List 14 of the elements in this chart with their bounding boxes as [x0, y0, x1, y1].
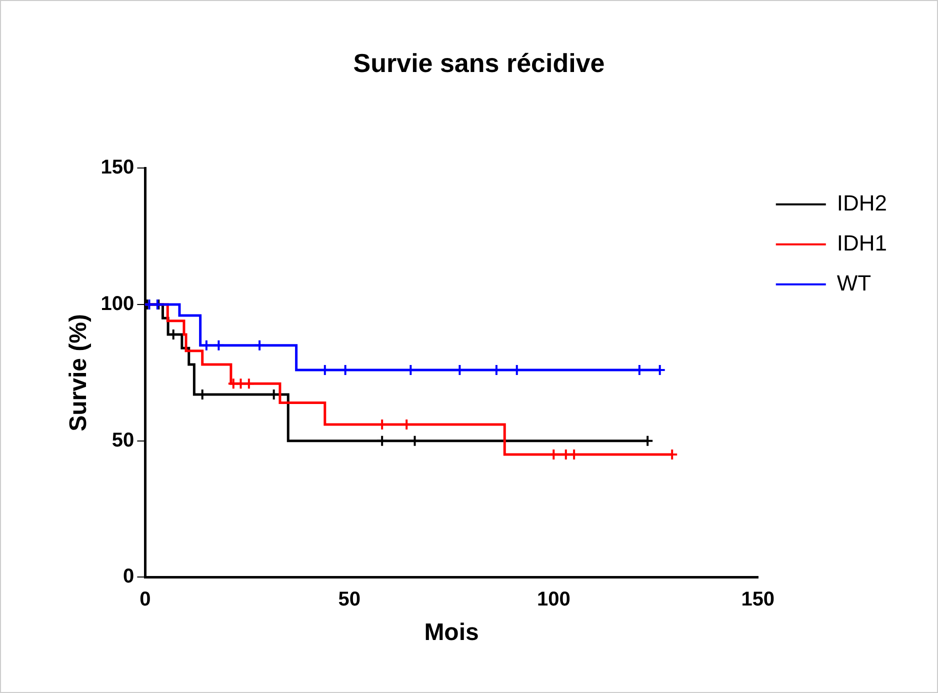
y-tick-label: 100 — [100, 293, 134, 316]
x-tick-label: 100 — [536, 588, 570, 611]
chart-title: Survie sans récidive — [353, 48, 605, 78]
legend-label: IDH1 — [836, 230, 887, 256]
legend-label: IDH2 — [836, 190, 887, 216]
y-tick-label: 0 — [123, 566, 134, 588]
x-axis-title: Mois — [424, 619, 479, 646]
x-tick-label: 150 — [741, 588, 775, 611]
y-tick-label: 150 — [100, 156, 134, 179]
x-tick-label: 50 — [338, 588, 361, 611]
y-axis-title: Survie (%) — [65, 314, 92, 432]
x-tick-label: 0 — [140, 588, 151, 611]
legend-label: WT — [836, 270, 872, 296]
y-tick-label: 50 — [112, 429, 134, 452]
